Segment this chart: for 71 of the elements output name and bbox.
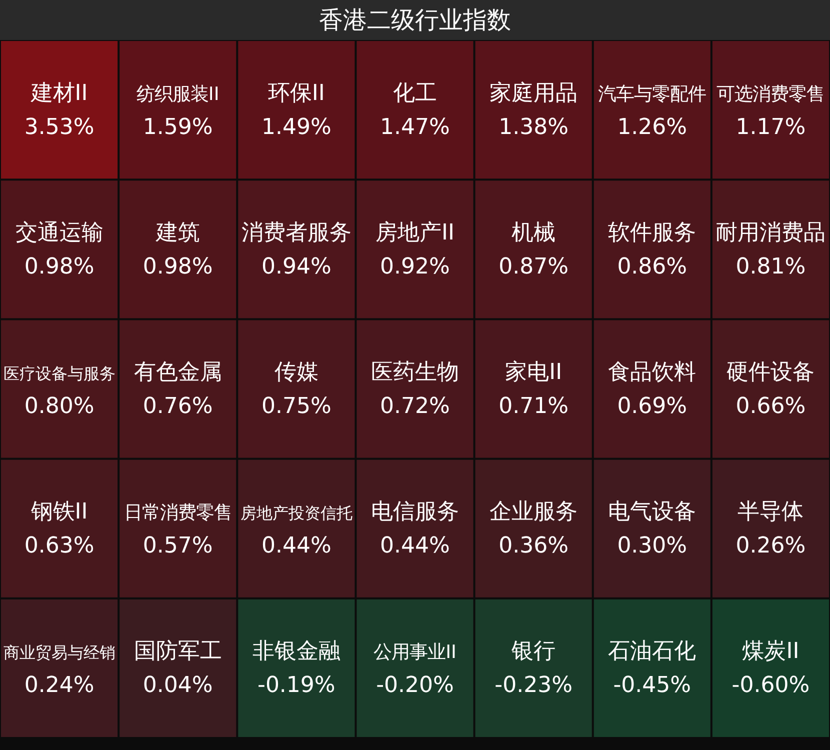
category-label: 国防军工 bbox=[134, 639, 222, 664]
category-label: 房地产II bbox=[376, 220, 454, 246]
data-label: 0.81% bbox=[736, 254, 806, 280]
data-label: 0.72% bbox=[380, 394, 450, 419]
category-label: 汽车与零配件 bbox=[598, 84, 706, 105]
data-label: 0.57% bbox=[142, 534, 213, 559]
category-label: 公用事业II bbox=[374, 642, 456, 664]
data-label: 0.44% bbox=[380, 534, 450, 559]
category-label: 非银金融 bbox=[252, 639, 340, 664]
data-label: 1.38% bbox=[498, 114, 569, 140]
data-label: 0.30% bbox=[617, 534, 688, 559]
data-label: 0.36% bbox=[498, 534, 569, 559]
category-label: 日常消费零售 bbox=[124, 502, 232, 524]
data-label: 0.63% bbox=[24, 534, 94, 559]
data-label: 0.66% bbox=[736, 394, 806, 419]
category-label: 纺织服装II bbox=[136, 84, 220, 105]
data-label: 0.87% bbox=[498, 254, 569, 280]
category-label: 食品饮料 bbox=[608, 360, 696, 385]
category-label: 家电II bbox=[505, 360, 562, 385]
category-label: 商业贸易与经销 bbox=[3, 643, 116, 662]
data-label: 1.17% bbox=[736, 114, 806, 140]
data-label: 0.92% bbox=[380, 254, 450, 280]
data-label: -0.60% bbox=[732, 673, 810, 698]
category-label: 企业服务 bbox=[490, 500, 578, 525]
data-label: 1.49% bbox=[261, 114, 332, 140]
data-label: 0.94% bbox=[261, 254, 332, 280]
category-label: 有色金属 bbox=[134, 360, 222, 385]
data-label: 0.98% bbox=[24, 254, 94, 280]
category-label: 钢铁II bbox=[30, 500, 88, 525]
data-label: 0.75% bbox=[261, 394, 332, 419]
category-label: 化工 bbox=[393, 80, 437, 106]
category-label: 家庭用品 bbox=[490, 80, 578, 106]
category-label: 电信服务 bbox=[371, 500, 459, 525]
data-label: -0.20% bbox=[376, 673, 454, 698]
category-label: 医疗设备与服务 bbox=[3, 364, 116, 383]
data-label: 1.47% bbox=[380, 114, 450, 140]
category-label: 软件服务 bbox=[608, 220, 696, 246]
data-label: 0.86% bbox=[617, 254, 688, 280]
data-label: 0.69% bbox=[617, 394, 688, 419]
data-label: -0.45% bbox=[613, 673, 692, 698]
data-label: 3.53% bbox=[24, 114, 94, 140]
category-label: 建筑 bbox=[154, 220, 200, 246]
category-label: 电气设备 bbox=[608, 500, 696, 525]
data-label: 0.98% bbox=[142, 254, 213, 280]
category-label: 医药生物 bbox=[371, 360, 459, 385]
data-label: 1.59% bbox=[142, 114, 213, 140]
category-label: 硬件设备 bbox=[726, 360, 815, 385]
data-label: -0.19% bbox=[258, 673, 336, 698]
category-label: 半导体 bbox=[738, 500, 804, 525]
category-label: 银行 bbox=[510, 639, 556, 664]
data-label: 1.26% bbox=[617, 114, 688, 140]
category-label: 机械 bbox=[512, 220, 556, 246]
category-label: 可选消费零售 bbox=[716, 84, 825, 105]
data-label: 0.71% bbox=[498, 394, 569, 419]
category-label: 环保II bbox=[268, 80, 325, 106]
category-label: 煤炭II bbox=[742, 639, 800, 664]
category-label: 交通运输 bbox=[15, 220, 104, 246]
data-label: 0.04% bbox=[142, 673, 213, 698]
category-label: 传媒 bbox=[274, 360, 318, 385]
category-label: 石油石化 bbox=[608, 639, 696, 664]
data-label: 0.24% bbox=[24, 673, 94, 698]
category-label: 房地产投资信托 bbox=[240, 504, 352, 523]
category-label: 建材II bbox=[30, 80, 88, 106]
data-label: 0.76% bbox=[142, 394, 213, 419]
data-label: 0.80% bbox=[24, 394, 94, 419]
data-label: 0.44% bbox=[261, 534, 332, 559]
text: 香港二级行业指数 bbox=[319, 6, 511, 34]
category-label: 消费者服务 bbox=[241, 220, 352, 246]
data-label: 0.26% bbox=[736, 534, 806, 559]
data-label: -0.23% bbox=[494, 673, 572, 698]
category-label: 耐用消费品 bbox=[716, 220, 826, 246]
